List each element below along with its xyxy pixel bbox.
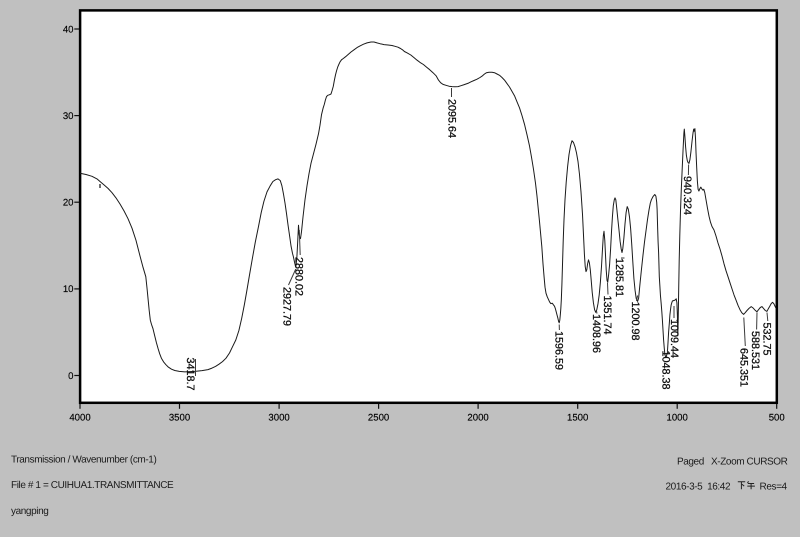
svg-text:0: 0 [68,371,73,382]
svg-text:Transmission / Wavenumber (cm-: Transmission / Wavenumber (cm-1) [11,455,156,466]
svg-text:4000: 4000 [69,413,90,424]
svg-text:yangping: yangping [11,506,48,517]
svg-text:3000: 3000 [268,413,289,424]
svg-text:532.75: 532.75 [760,323,772,356]
svg-text:1200.98: 1200.98 [629,302,641,341]
svg-text:Res=4: Res=4 [760,482,788,493]
svg-text:20: 20 [63,198,74,209]
svg-text:File # 1 = CUIHUA1.TRANSMITTAN: File # 1 = CUIHUA1.TRANSMITTANCE [11,480,174,491]
svg-text:1009.44: 1009.44 [668,319,680,358]
svg-text:3500: 3500 [169,413,190,424]
svg-text:2016-3-5 16:42: 2016-3-5 16:42 [666,482,731,493]
svg-text:1351.74: 1351.74 [601,296,613,335]
svg-text:2500: 2500 [368,413,389,424]
svg-text:588.531: 588.531 [749,331,761,370]
svg-text:1596.59: 1596.59 [553,331,565,370]
svg-text:1408.96: 1408.96 [590,314,602,353]
svg-text:645.351: 645.351 [738,348,750,387]
svg-text:1285.81: 1285.81 [613,258,625,297]
svg-text:1048.38: 1048.38 [660,351,672,390]
svg-text:1000: 1000 [667,413,688,424]
svg-text:2095.64: 2095.64 [446,99,458,138]
svg-text:2880.02: 2880.02 [293,257,305,296]
svg-text:1500: 1500 [567,413,588,424]
svg-text:30: 30 [63,111,74,122]
svg-text:Paged X-Zoom CURSOR: Paged X-Zoom CURSOR [677,457,788,468]
svg-text:10: 10 [63,284,74,295]
svg-text:940.324: 940.324 [681,176,693,215]
svg-text:2000: 2000 [467,413,488,424]
svg-text:2927.79: 2927.79 [281,287,293,326]
svg-text:3418.7: 3418.7 [184,358,196,391]
svg-text:500: 500 [769,413,785,424]
svg-text:40: 40 [63,24,74,35]
